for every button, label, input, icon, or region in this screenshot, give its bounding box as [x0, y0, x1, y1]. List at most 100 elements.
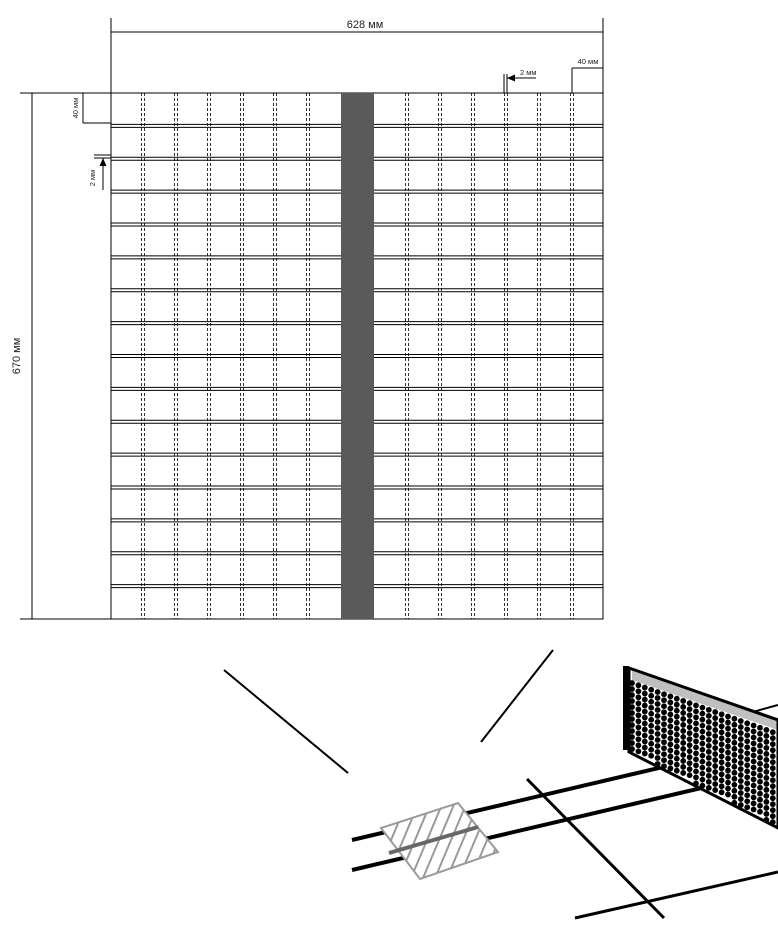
net-mesh-dot: [699, 746, 706, 753]
net-mesh-dot: [648, 734, 655, 741]
net-mesh-dot: [757, 742, 763, 749]
net-mesh-dot: [750, 734, 757, 741]
net-mesh-dot: [725, 719, 731, 726]
net-mesh-dot: [769, 795, 776, 802]
net-mesh-dot: [763, 775, 770, 781]
net-mesh-dot: [673, 749, 680, 756]
net-mesh-dot: [750, 740, 757, 747]
net-mesh-dot: [693, 744, 699, 751]
net-mesh-dot: [744, 780, 751, 787]
net-mesh-dot: [750, 722, 757, 729]
gap-left-label: 2 мм: [88, 170, 97, 187]
net-mesh-dot: [725, 713, 731, 720]
net-mesh-dot: [744, 774, 751, 781]
net-mesh-dot: [744, 792, 751, 799]
net-mesh-dot: [686, 754, 693, 761]
net-mesh-dot: [744, 720, 751, 727]
net-mesh-dot: [667, 741, 674, 748]
net-mesh-dot: [661, 703, 667, 710]
net-mesh-dot: [737, 718, 744, 724]
net-mesh-dot: [763, 745, 770, 751]
net-mesh-dot: [769, 807, 776, 814]
net-mesh-dot: [693, 714, 699, 721]
net-mesh-dot: [769, 801, 776, 808]
net-mesh-dot: [725, 749, 731, 756]
net-mesh-dot: [712, 763, 719, 769]
gap-top-dimension: 2 мм: [503, 68, 537, 93]
net-mesh-dot: [654, 761, 661, 767]
width-dimension-label: 628 мм: [347, 19, 384, 31]
net-mesh-dot: [635, 688, 642, 695]
net-mesh-dot: [705, 760, 712, 767]
net-mesh-dot: [718, 717, 725, 724]
net-mesh-dot: [763, 781, 770, 787]
net-mesh-dot: [635, 718, 642, 725]
net-mesh-dot: [635, 748, 642, 755]
width-dimension: 628 мм: [110, 18, 604, 93]
net-mesh-dot: [648, 698, 655, 705]
net-mesh-dot: [705, 784, 712, 791]
net-mesh-dot: [712, 727, 719, 733]
net-mesh-dot: [629, 692, 635, 698]
net-mesh-dot: [661, 697, 667, 704]
net-mesh-dot: [641, 726, 648, 733]
net-mesh-dot: [744, 804, 751, 811]
net-mesh-dot: [648, 710, 655, 717]
net-mesh-dot: [635, 736, 642, 743]
net-mesh-dot: [705, 730, 712, 737]
net-mesh-dot: [686, 742, 693, 749]
net-mesh-dot: [686, 718, 693, 725]
net-mesh-dot: [629, 716, 635, 722]
net-mesh-dot: [744, 726, 751, 733]
net-mesh-dot: [737, 754, 744, 760]
net-mesh-dot: [731, 715, 738, 722]
net-mesh-dot: [667, 711, 674, 718]
net-mesh-dot: [750, 746, 757, 753]
court-line: [574, 870, 778, 920]
net-mesh-dot: [725, 725, 731, 732]
net-mesh-dot: [648, 722, 655, 729]
net-mesh-dot: [725, 761, 731, 768]
net-mesh-dot: [737, 790, 744, 796]
net-mesh-dot: [712, 745, 719, 751]
net-mesh-dot: [718, 759, 725, 766]
net-mesh-dot: [641, 714, 648, 721]
net-mesh-dot: [667, 699, 674, 706]
net-mesh-dot: [769, 741, 776, 748]
net-mesh-dot: [763, 763, 770, 769]
net-mesh-dot: [641, 750, 648, 757]
net-mesh-dot: [712, 733, 719, 739]
net-mesh-dot: [718, 741, 725, 748]
net-mesh-dot: [693, 720, 699, 727]
net-mesh-dot: [680, 734, 687, 740]
net-mesh-dot: [750, 770, 757, 777]
net-mesh-dot: [661, 739, 667, 746]
net-mesh-dot: [629, 722, 635, 728]
net-mesh-dot: [648, 752, 655, 759]
net-mesh-dot: [763, 769, 770, 775]
net-mesh-dot: [635, 730, 642, 737]
hatch-line: [502, 795, 542, 890]
net-mesh-dot: [737, 778, 744, 784]
net-mesh-dot: [712, 715, 719, 721]
net-mesh-dot: [693, 726, 699, 733]
net-mesh-dot: [629, 710, 635, 716]
net-mesh-dot: [654, 743, 661, 749]
net-mesh-dot: [667, 753, 674, 760]
net-mesh-dot: [673, 701, 680, 708]
net-mesh-dot: [654, 707, 661, 713]
net-mesh-dot: [693, 768, 699, 775]
net-mesh-dot: [686, 766, 693, 773]
net-mesh-dot: [673, 707, 680, 714]
net-mesh-dot: [763, 727, 770, 733]
net-mesh-dot: [763, 799, 770, 805]
net-mesh-dot: [654, 755, 661, 761]
net-mesh-dot: [725, 743, 731, 750]
net-mesh-dot: [769, 735, 776, 742]
arrow-left-icon: [507, 74, 515, 82]
net-mesh-dot: [731, 757, 738, 764]
net-mesh-dot: [712, 775, 719, 781]
net-mesh-dot: [757, 808, 763, 815]
net-mesh-dot: [680, 740, 687, 746]
